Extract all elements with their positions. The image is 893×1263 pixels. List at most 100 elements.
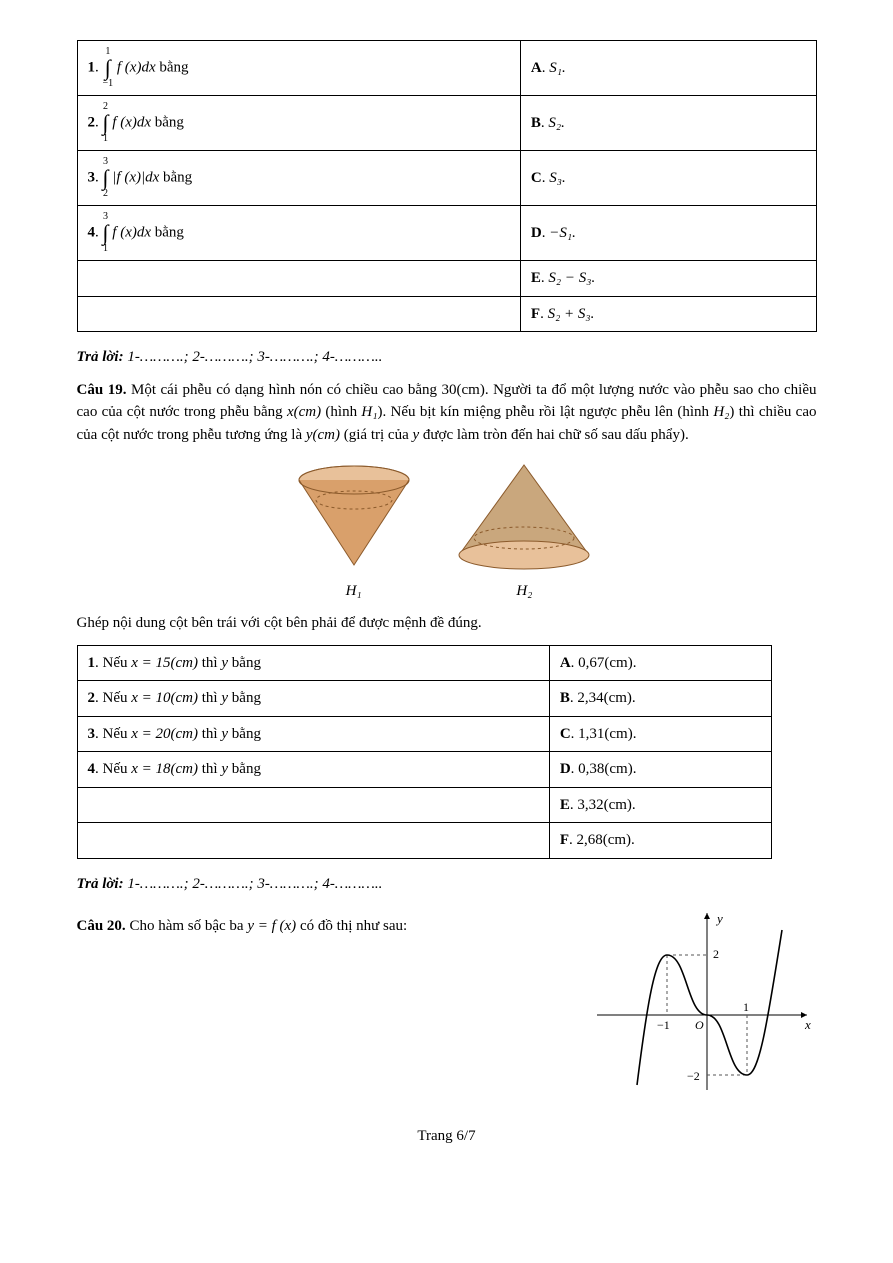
traloi2-rest: 1-……….; 2-……….; 3-……….; 4-……….. [124,876,383,892]
l-mid: . Nếu [95,655,131,671]
cone-h1-svg [284,460,424,570]
l-bang: bằng [228,690,261,706]
l-end: thì [198,726,221,742]
opt-letter: B [560,690,570,706]
graph-y2: 2 [713,947,719,961]
table2-left-cell: 3. Nếu x = 20(cm) thì y bằng [77,716,549,752]
table-q18: 1. 1∫−1 f (x)dx bằngA. S₁.2. 2∫1 f (x)dx… [77,40,817,332]
opt-val: S₂ + S₃. [548,306,595,322]
table1-left-cell: 4. 3∫1 f (x)dx bằng [77,206,520,261]
opt-val: . 0,38(cm). [571,761,637,777]
l-math: x = 20(cm) [131,726,198,742]
row-num: 3 [88,169,96,185]
opt-letter: C [531,170,542,186]
table2-right-cell: A. 0,67(cm). [549,645,771,681]
table1-right-cell: F. S₂ + S₃. [520,296,816,332]
table-row: 2. 2∫1 f (x)dx bằngB. S₂. [77,96,816,151]
cau20-eq: y = f (x) [247,918,296,934]
int-expr: |f (x)|dx [112,169,159,185]
cone-h2-svg [439,460,609,570]
page-footer: Trang 6/7 [77,1125,817,1148]
opt-val: S₃. [549,170,565,186]
int-expr: f (x)dx [112,224,151,240]
table2-left-cell: 1. Nếu x = 15(cm) thì y bằng [77,645,549,681]
cau19-paragraph: Câu 19. Một cái phễu có dạng hình nón có… [77,379,817,447]
cau20-t1: Cho hàm số bậc ba [126,918,248,934]
table2-right-cell: F. 2,68(cm). [549,823,771,859]
table-row: E. 3,32(cm). [77,787,772,823]
cau20-paragraph: Câu 20. Cho hàm số bậc ba y = f (x) có đ… [77,915,571,938]
opt-val: S₂. [548,115,564,131]
opt-val: . 2,34(cm). [570,690,636,706]
opt-letter: B [531,115,541,131]
cau19-xcm: x(cm) [287,404,321,420]
table2-right-cell: E. 3,32(cm). [549,787,771,823]
graph-y-label: y [715,911,723,926]
table1-left-cell [77,261,520,297]
l-math: x = 15(cm) [131,655,198,671]
row-num: 4 [88,761,96,777]
opt-val: . 3,32(cm). [570,797,636,813]
traloi1-label: Trả lời: [77,349,124,365]
traloi1-rest: 1-……….; 2-……….; 3-……….; 4-……….. [124,349,383,365]
answer-line-2: Trả lời: 1-……….; 2-……….; 3-……….; 4-……….. [77,873,817,896]
opt-letter: C [560,726,571,742]
table1-right-cell: E. S₂ − S₃. [520,261,816,297]
graph-O: O [695,1018,704,1032]
cau19-t6: được làm tròn đến hai chữ số sau dấu phẩ… [419,427,689,443]
l-mid: . Nếu [95,726,131,742]
graph-yneg2: −2 [687,1069,700,1083]
opt-val: . 0,67(cm). [571,655,637,671]
l-bang: bằng [228,655,261,671]
table2-right-cell: C. 1,31(cm). [549,716,771,752]
table-row: 3. 3∫2 |f (x)|dx bằngC. S₃. [77,151,816,206]
table1-right-cell: B. S₂. [520,96,816,151]
l-math: x = 10(cm) [131,690,198,706]
l-bang: bằng [228,726,261,742]
table1-left-cell: 3. 3∫2 |f (x)|dx bằng [77,151,520,206]
cau19-t3: ). Nếu bịt kín miệng phễu rồi lật ngược … [377,404,713,420]
answer-line-1: Trả lời: 1-……….; 2-……….; 3-……….; 4-……….. [77,346,817,369]
cone-h1-label: H₁ [284,580,424,603]
l-mid: . Nếu [95,761,131,777]
row-num: 1 [88,655,96,671]
table-row: 1. 1∫−1 f (x)dx bằngA. S₁. [77,41,816,96]
int-eq: bằng [159,169,192,185]
table2-left-cell [77,823,549,859]
table1-right-cell: D. −S₁. [520,206,816,261]
table-q19: 1. Nếu x = 15(cm) thì y bằngA. 0,67(cm).… [77,645,773,859]
graph-xneg1: −1 [657,1018,670,1032]
cau19-label: Câu 19. [77,382,127,398]
cau20-label: Câu 20. [77,918,126,934]
opt-val: S₁. [549,60,565,76]
l-math: x = 18(cm) [131,761,198,777]
table1-right-cell: A. S₁. [520,41,816,96]
cau20-row: Câu 20. Cho hàm số bậc ba y = f (x) có đ… [77,905,817,1095]
row-num: 2 [88,690,96,706]
opt-letter: E [531,270,541,286]
cau19-ycm: y(cm) [306,427,340,443]
cau20-t2: có đồ thị như sau: [296,918,407,934]
opt-letter: F [531,306,540,322]
table-row: 1. Nếu x = 15(cm) thì y bằngA. 0,67(cm). [77,645,772,681]
cone-h2-label: H₂ [439,580,609,603]
row-num: 1 [88,59,96,75]
cau19-H1: H₁ [361,404,377,420]
opt-letter: D [531,225,542,241]
opt-letter: A [560,655,571,671]
traloi2-label: Trả lời: [77,876,124,892]
opt-val: S₂ − S₃. [548,270,595,286]
opt-val: . 1,31(cm). [571,726,637,742]
table1-left-cell: 1. 1∫−1 f (x)dx bằng [77,41,520,96]
graph-x-label: x [804,1017,811,1032]
table-row: 4. 3∫1 f (x)dx bằngD. −S₁. [77,206,816,261]
table-row: 4. Nếu x = 18(cm) thì y bằngD. 0,38(cm). [77,752,772,788]
cau19-H2: H₂ [713,404,729,420]
int-eq: bằng [156,59,189,75]
table2-right-cell: B. 2,34(cm). [549,681,771,717]
opt-letter: A [531,60,542,76]
opt-letter: E [560,797,570,813]
table1-left-cell: 2. 2∫1 f (x)dx bằng [77,96,520,151]
opt-val: −S₁. [549,225,576,241]
cau19-t5: (giá trị của [340,427,412,443]
